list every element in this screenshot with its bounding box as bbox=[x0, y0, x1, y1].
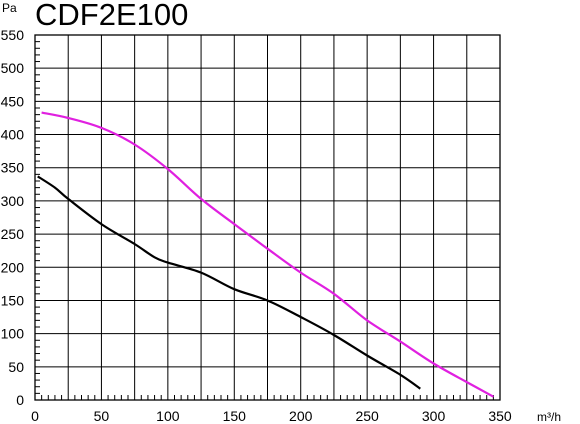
y-tick-labels: 0 50 100 150 200 250 300 350 400 450 500 550 bbox=[1, 27, 25, 408]
y-tick-label: 0 bbox=[16, 392, 24, 408]
series-line-magenta bbox=[41, 111, 494, 398]
x-tick-label: 0 bbox=[31, 408, 39, 424]
x-tick-label: 350 bbox=[488, 408, 512, 424]
y-tick-label: 150 bbox=[1, 292, 25, 308]
series-line-black bbox=[37, 175, 421, 390]
x-axis-label: m³/h bbox=[537, 410, 561, 424]
x-tick-labels: 0 50 100 150 200 250 300 350 bbox=[31, 408, 512, 424]
y-tick-label: 500 bbox=[1, 60, 25, 76]
y-tick-label: 400 bbox=[1, 127, 25, 143]
grid bbox=[34, 34, 501, 401]
x-tick-label: 250 bbox=[355, 408, 379, 424]
y-tick-label: 350 bbox=[1, 160, 25, 176]
series-lines bbox=[37, 111, 494, 398]
x-tick-label: 50 bbox=[94, 408, 110, 424]
y-tick-label: 100 bbox=[1, 326, 25, 342]
x-tick-label: 100 bbox=[156, 408, 180, 424]
y-tick-label: 300 bbox=[1, 193, 25, 209]
x-tick-label: 300 bbox=[422, 408, 446, 424]
x-tick-label: 200 bbox=[289, 408, 313, 424]
chart-title: CDF2E100 bbox=[35, 0, 188, 32]
y-tick-label: 50 bbox=[8, 359, 24, 375]
x-tick-label: 150 bbox=[223, 408, 247, 424]
y-tick-label: 550 bbox=[1, 27, 25, 43]
y-axis-label: Pa bbox=[2, 1, 17, 15]
y-tick-label: 250 bbox=[1, 226, 25, 242]
y-tick-label: 450 bbox=[1, 93, 25, 109]
y-tick-label: 200 bbox=[1, 259, 25, 275]
plot-frame bbox=[34, 34, 501, 401]
